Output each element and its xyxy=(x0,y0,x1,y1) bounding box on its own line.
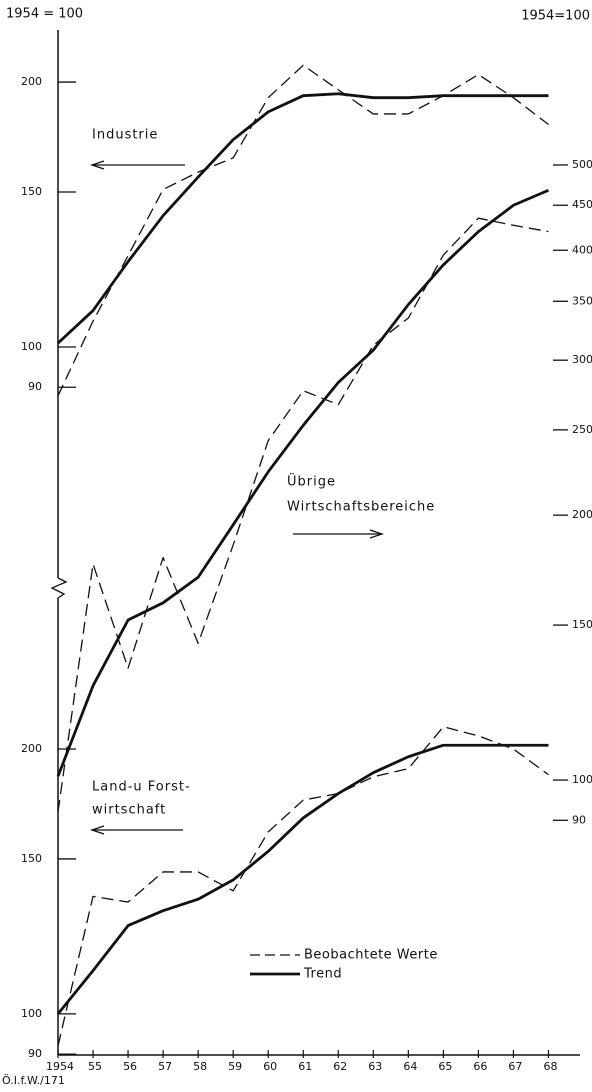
y-tick-label: 200 xyxy=(21,742,42,755)
y2-tick-label: 100 xyxy=(572,773,592,786)
legend-label: Beobachtete Werte xyxy=(304,948,438,963)
y-tick-label: 150 xyxy=(21,185,42,198)
y-tick-label: 150 xyxy=(21,852,42,865)
x-tick-label: 65 xyxy=(438,1060,452,1073)
right-axis-unit: 1954=100 xyxy=(521,9,590,24)
arrow-head xyxy=(369,529,385,539)
y2-tick-label: 250 xyxy=(572,423,592,436)
y2-tick-label: 90 xyxy=(572,813,586,826)
y2-tick-label: 200 xyxy=(572,508,592,521)
axis-break xyxy=(50,577,68,599)
x-tick-label: 61 xyxy=(298,1060,312,1073)
trend-line xyxy=(56,743,549,1015)
x-tick-label: 67 xyxy=(508,1060,522,1073)
arrow-head xyxy=(89,160,105,170)
y2-tick-label: 450 xyxy=(572,198,592,211)
y-tick-label: 90 xyxy=(28,380,42,393)
y2-tick-label: 500 xyxy=(572,158,592,171)
legend-label: Trend xyxy=(303,967,342,982)
panel-label: wirtschaft xyxy=(92,803,166,818)
y-tick-label: 100 xyxy=(21,1007,42,1020)
panel-label: Industrie xyxy=(92,128,158,143)
x-tick-label: 1954 xyxy=(46,1060,74,1073)
panel-label: Übrige xyxy=(287,473,336,490)
x-tick-label: 56 xyxy=(123,1060,137,1073)
arrow-head xyxy=(89,825,105,835)
observed-line xyxy=(57,217,549,812)
y2-tick-label: 300 xyxy=(572,353,592,366)
x-tick-label: 55 xyxy=(88,1060,102,1073)
x-tick-label: 63 xyxy=(368,1060,382,1073)
observed-line xyxy=(57,726,549,1046)
trend-line xyxy=(57,92,549,345)
x-tick-label: 59 xyxy=(228,1060,242,1073)
y2-tick-label: 150 xyxy=(572,618,592,631)
y-tick-label: 90 xyxy=(28,1047,42,1060)
x-tick-label: 57 xyxy=(158,1060,172,1073)
y2-tick-label: 400 xyxy=(572,243,592,256)
x-tick-label: 64 xyxy=(403,1060,417,1073)
y-tick-label: 200 xyxy=(21,75,42,88)
x-tick-label: 62 xyxy=(333,1060,347,1073)
x-tick-label: 60 xyxy=(263,1060,277,1073)
y-tick-label: 100 xyxy=(21,340,42,353)
trend-line xyxy=(56,188,550,777)
panel-label: Wirtschaftsbereiche xyxy=(287,500,435,515)
left-axis-unit: 1954 = 100 xyxy=(6,7,83,22)
observed-line xyxy=(57,64,549,397)
source-note: Ö.I.f.W./171 xyxy=(2,1074,65,1087)
y2-tick-label: 350 xyxy=(572,294,592,307)
x-tick-label: 66 xyxy=(473,1060,487,1073)
x-tick-label: 58 xyxy=(193,1060,207,1073)
x-tick-label: 68 xyxy=(543,1060,557,1073)
panel-label: Land-u Forst- xyxy=(92,780,191,795)
